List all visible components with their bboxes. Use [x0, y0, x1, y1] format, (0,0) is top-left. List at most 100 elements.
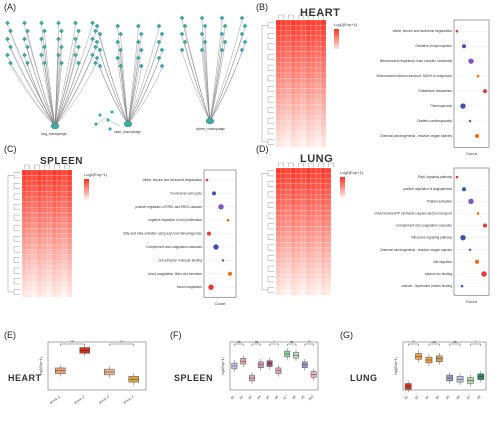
heatmap-cell: [275, 205, 282, 211]
heatmap-cell: [305, 199, 312, 206]
network-edge: [127, 67, 163, 125]
heatmap-cell: [310, 110, 317, 116]
heatmap-cell: [310, 67, 317, 74]
dendrogram-branch: [267, 212, 274, 219]
heatmap-cell: [31, 270, 38, 277]
heatmap-cell: [46, 265, 53, 271]
heatmap-cell: [280, 199, 287, 206]
category-label: g9: [300, 394, 305, 399]
heatmap-cell: [300, 242, 307, 248]
heatmap-cell: [305, 62, 312, 68]
gene-node: [115, 23, 121, 29]
heatmap-cell: [275, 57, 282, 63]
heatmap-cell: [320, 25, 327, 31]
dendrogram-branch: [267, 117, 274, 124]
dendrogram-branch: [24, 164, 30, 169]
heatmap-cell: [315, 189, 322, 195]
heatmap-cell: [46, 175, 53, 181]
heatmap-cell: [285, 183, 292, 190]
heatmap-cell: [285, 78, 292, 84]
heatmap-cell: [300, 25, 307, 31]
heatmap-cell: [295, 104, 302, 111]
heatmap-cell: [275, 120, 282, 127]
heatmap-cell: [285, 94, 292, 100]
panel-e-title: HEART: [8, 373, 42, 383]
pathway-dot: [455, 175, 459, 179]
legend-swatch: [84, 179, 89, 181]
heatmap-cell: [290, 231, 297, 237]
heatmap-cell: [315, 210, 322, 216]
heatmap-cell: [290, 268, 297, 275]
heatmap-cell: [320, 72, 327, 79]
heatmap-cell: [51, 201, 58, 208]
heatmap-cell: [36, 270, 43, 277]
heatmap-cell: [290, 199, 297, 206]
heatmap-cell: [280, 78, 287, 84]
gene-node: [179, 15, 185, 21]
heatmap-cell: [300, 72, 307, 79]
heatmap-cell: [280, 88, 287, 95]
heatmap-cell: [310, 30, 317, 36]
heatmap-cell: [290, 136, 297, 142]
heatmap-cell: [295, 189, 302, 195]
gene-node: [182, 39, 188, 45]
pathway-dot: [207, 231, 211, 236]
heatmap-cell: [320, 30, 327, 36]
heatmap-cell: [295, 178, 302, 184]
pathway-label: blood coagulation, fibrin clot formation: [148, 272, 202, 276]
heatmap-cell: [295, 19, 302, 26]
heatmap-cell: [56, 281, 63, 287]
heatmap-cell: [300, 210, 307, 216]
heatmap-cell: [275, 72, 282, 79]
heatmap-cell: [275, 178, 282, 184]
legend-swatch: [84, 181, 89, 183]
heatmap-cell: [310, 72, 317, 79]
heatmap-cell: [300, 141, 307, 148]
dendrogram-branch: [267, 54, 274, 60]
heatmap-cell: [56, 291, 63, 298]
heatmap-legend: Log2(Exp+1): [334, 22, 358, 49]
gene-node: [8, 60, 13, 66]
dendrogram-branch: [267, 181, 274, 187]
network-diagram: lung_macrophage heart_macrophage spleen_ma…: [5, 15, 248, 136]
category-label: g2: [414, 394, 419, 399]
pathway-dot: [483, 89, 487, 94]
pathway-label: blood coagulation: [177, 285, 202, 289]
pathway-dot: [218, 204, 224, 210]
gene-node: [90, 20, 95, 26]
legend-swatch: [340, 181, 345, 183]
heatmap-cell: [280, 72, 287, 79]
heatmap-cell: [325, 189, 332, 195]
heatmap-cell: [31, 254, 38, 261]
heatmap-cell: [290, 83, 297, 89]
dendrogram-branch: [261, 173, 268, 291]
hub-node: [205, 117, 215, 125]
heatmap-cell: [51, 169, 58, 176]
heatmap-cell: [275, 231, 282, 237]
heatmap-cell: [275, 25, 282, 31]
gene-node: [5, 52, 10, 58]
heatmap-cell: [315, 273, 322, 280]
heatmap-cell: [300, 199, 307, 206]
heatmap-cell: [315, 236, 322, 243]
heatmap-cell: [300, 99, 307, 105]
heatmap-cell: [285, 226, 292, 232]
heatmap-cell: [310, 83, 317, 89]
heatmap-cell: [295, 41, 302, 47]
heatmap-cell: [290, 67, 297, 74]
heatmap-cell: [285, 242, 292, 248]
lung-heatmap: Log2(Exp+1) Rap1 signaling pathway positiv…: [261, 162, 490, 304]
network-edge: [120, 51, 129, 125]
heatmap-cell: [310, 205, 317, 211]
dendrogram-branch: [288, 14, 294, 19]
significance-bracket: [234, 343, 244, 346]
heatmap-cell: [315, 67, 322, 74]
heatmap-cell: [275, 35, 282, 42]
heatmap-cell: [31, 169, 38, 176]
heatmap-cell: [26, 207, 33, 213]
heatmap-cell: [280, 104, 287, 111]
heatmap-cell: [310, 183, 317, 190]
heatmap-cell: [295, 141, 302, 148]
gene-node: [76, 44, 81, 50]
heatmap-cell: [300, 83, 307, 89]
